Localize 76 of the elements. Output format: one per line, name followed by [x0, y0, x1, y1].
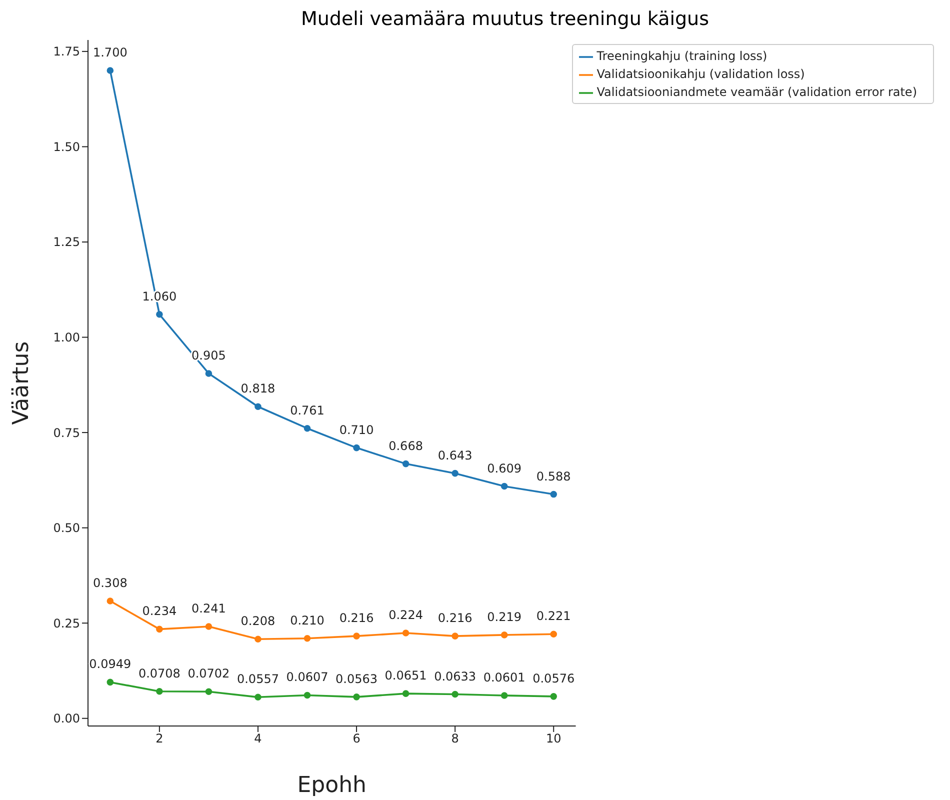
x-tick-label: 6 — [352, 732, 360, 746]
data-label: 0.609 — [487, 461, 522, 476]
data-label: 0.221 — [536, 609, 571, 624]
point — [500, 632, 508, 638]
data-label: 0.818 — [240, 382, 276, 396]
point — [304, 424, 311, 432]
data-label: 0.0949 — [89, 657, 132, 672]
point — [156, 311, 163, 318]
point — [205, 688, 212, 696]
x-tick-label: 4 — [254, 732, 262, 746]
legend-label: Validatsiooniandmete veamäär (validation error rate) — [596, 85, 917, 99]
point — [106, 598, 114, 604]
x-tick-label: 10 — [546, 732, 562, 746]
y-tick-label: 0.75 — [53, 426, 80, 440]
point — [452, 470, 458, 477]
x-tick-label: 2 — [156, 732, 164, 746]
y-tick-label: 1.75 — [53, 44, 80, 59]
data-label: 0.210 — [290, 613, 324, 628]
y-tick-label: 0.00 — [53, 712, 80, 726]
legend-label: Validatsioonikahju (validation loss) — [596, 67, 805, 81]
point — [304, 634, 311, 642]
data-label: 0.208 — [240, 614, 276, 628]
data-label: 0.0633 — [434, 669, 476, 684]
data-label: 0.216 — [438, 611, 472, 626]
data-label: 0.0557 — [236, 672, 279, 686]
y-tick-label: 0.25 — [53, 616, 80, 630]
data-label: 0.643 — [438, 448, 472, 462]
data-label: 0.234 — [142, 604, 177, 618]
y-tick-label: 0.50 — [53, 521, 80, 536]
point — [452, 690, 458, 698]
point — [205, 623, 212, 630]
y-tick-label: 1.25 — [53, 235, 80, 250]
point — [205, 370, 212, 377]
point — [550, 693, 558, 700]
point — [353, 632, 360, 640]
data-label: 0.0708 — [138, 666, 180, 680]
data-label: 0.0576 — [532, 671, 575, 686]
x-tick-label: 8 — [451, 732, 459, 746]
data-label: 0.0651 — [384, 668, 427, 683]
data-label: 0.219 — [487, 610, 522, 624]
point — [106, 678, 114, 686]
data-label: 0.216 — [339, 611, 374, 626]
data-label: 0.588 — [536, 469, 571, 484]
data-label: 0.224 — [388, 608, 423, 622]
point — [500, 692, 508, 699]
data-label: 0.241 — [192, 602, 226, 616]
point — [156, 688, 163, 695]
point — [402, 690, 410, 697]
point — [550, 490, 558, 498]
data-label: 0.761 — [290, 403, 324, 418]
data-label: 1.700 — [92, 45, 128, 60]
point — [550, 630, 558, 638]
data-label: 0.0607 — [286, 670, 328, 684]
point — [254, 636, 262, 643]
y-tick-label: 1.00 — [53, 330, 80, 345]
point — [353, 694, 360, 700]
point — [402, 460, 410, 468]
point — [353, 444, 360, 452]
y-tick-label: 1.50 — [53, 140, 80, 154]
y-axis-title: Väärtus — [8, 341, 34, 425]
data-label: 0.308 — [92, 576, 128, 590]
chart-title: Mudeli veamäära muutus treeningu käigus — [300, 8, 710, 32]
point — [500, 482, 508, 490]
data-label: 0.0563 — [336, 672, 378, 686]
point — [452, 632, 458, 640]
point — [106, 67, 114, 74]
point — [254, 403, 262, 410]
data-label: 0.0702 — [188, 666, 230, 681]
data-label: 0.668 — [388, 438, 423, 453]
point — [254, 694, 262, 701]
legend-label: Treeningkahju (training loss) — [596, 49, 768, 63]
point — [402, 630, 410, 636]
data-label: 0.0601 — [483, 670, 526, 684]
point — [156, 626, 163, 633]
point — [304, 692, 311, 699]
data-label: 0.710 — [339, 422, 374, 437]
